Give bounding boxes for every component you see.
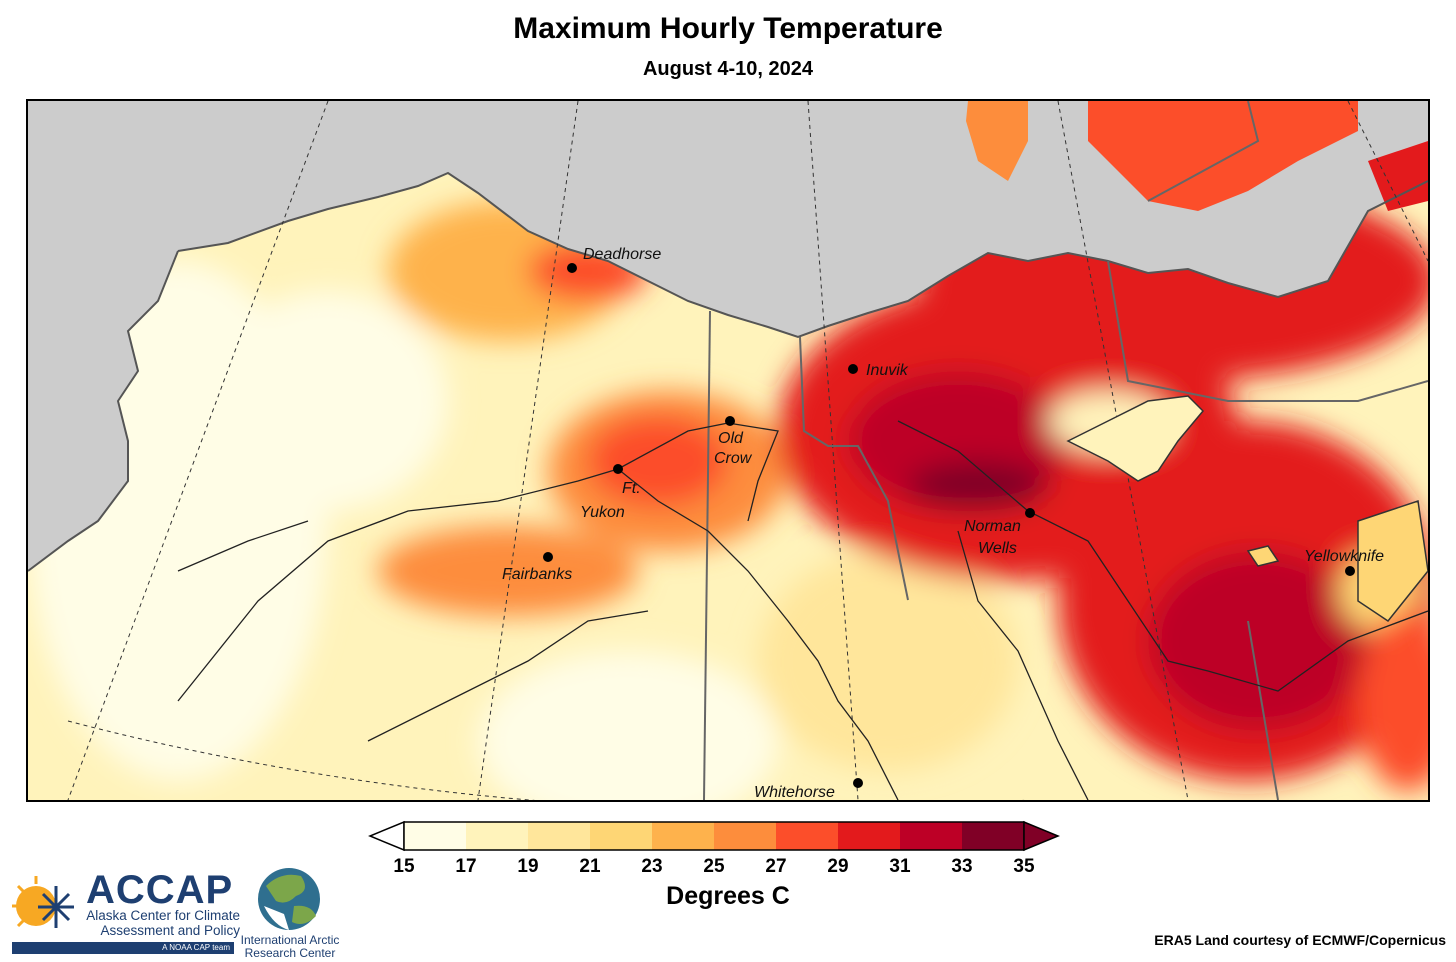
- data-credit: ERA5 Land courtesy of ECMWF/Copernicus: [1154, 932, 1446, 948]
- color-bar: [368, 820, 1060, 852]
- deadhorse-marker: [567, 263, 577, 273]
- legend-tick-label: 17: [455, 856, 477, 877]
- city-markers: Deadhorse Inuvik Old Crow Ft. Yukon Fair…: [502, 246, 1384, 800]
- arctic-islands: [966, 101, 1428, 211]
- map-title: Maximum Hourly Temperature: [513, 12, 943, 45]
- colorbar-bin: [590, 822, 652, 850]
- colorbar-bin: [404, 822, 466, 850]
- accap-wordmark: ACCAP: [86, 868, 234, 912]
- fairbanks-marker: [543, 552, 553, 562]
- legend-tick-label: 33: [951, 856, 973, 877]
- whitehorse-marker: [853, 778, 863, 788]
- old-crow-label: Old: [718, 430, 744, 447]
- noaa-cap-tag: A NOAA CAP team: [12, 942, 234, 954]
- norman-wells-marker: [1025, 508, 1035, 518]
- colorbar-bin: [652, 822, 714, 850]
- colorbar-bin: [838, 822, 900, 850]
- norman-wells-label-2: Wells: [978, 540, 1017, 557]
- colorbar-bin: [528, 822, 590, 850]
- inuvik-label: Inuvik: [866, 362, 909, 379]
- accap-full-name: Alaska Center for Climate Assessment and…: [86, 908, 240, 938]
- legend-tick-label: 21: [579, 856, 601, 877]
- political-borders: [703, 101, 1428, 800]
- yellowknife-marker: [1345, 566, 1355, 576]
- iarc-name: International Arctic Research Center: [240, 933, 340, 960]
- legend-tick-label: 19: [517, 856, 539, 877]
- colorbar-bin: [466, 822, 528, 850]
- colorbar-bin: [900, 822, 962, 850]
- colorbar-under-arrow: [368, 820, 405, 852]
- legend-tick-label: 23: [641, 856, 663, 877]
- norman-wells-label: Norman: [964, 518, 1021, 535]
- accap-logo-icon: [12, 876, 74, 928]
- great-slave-lake: [1246, 500, 1428, 623]
- colorbar-over-arrow: [1023, 820, 1060, 852]
- iarc-globe-icon: [258, 868, 320, 930]
- legend-tick-label: 29: [827, 856, 849, 877]
- temperature-map: Deadhorse Inuvik Old Crow Ft. Yukon Fair…: [26, 99, 1430, 802]
- legend-tick-label: 27: [765, 856, 787, 877]
- legend-tick-label: 15: [393, 856, 415, 877]
- rivers: [177, 420, 1428, 800]
- old-crow-marker: [725, 416, 735, 426]
- ft-yukon-label: Ft.: [622, 480, 641, 497]
- great-bear-lake: [1066, 395, 1205, 482]
- map-subtitle: August 4-10, 2024: [642, 58, 814, 80]
- ft-yukon-label-2: Yukon: [580, 504, 625, 521]
- ft-yukon-marker: [613, 464, 623, 474]
- legend-title: Degrees C: [666, 882, 790, 910]
- inuvik-marker: [848, 364, 858, 374]
- coastline: [28, 171, 1428, 572]
- old-crow-label-2: Crow: [714, 450, 753, 467]
- whitehorse-label: Whitehorse: [754, 784, 835, 800]
- fairbanks-label: Fairbanks: [502, 566, 572, 583]
- colorbar-bin: [776, 822, 838, 850]
- map-canvas: Deadhorse Inuvik Old Crow Ft. Yukon Fair…: [28, 101, 1428, 800]
- legend-tick-label: 25: [703, 856, 725, 877]
- deadhorse-label: Deadhorse: [583, 246, 661, 263]
- legend-tick-label: 35: [1013, 856, 1035, 877]
- legend-tick-label: 31: [889, 856, 911, 877]
- colorbar-bin: [714, 822, 776, 850]
- colorbar-bin: [962, 822, 1024, 850]
- yellowknife-label: Yellowknife: [1304, 548, 1384, 565]
